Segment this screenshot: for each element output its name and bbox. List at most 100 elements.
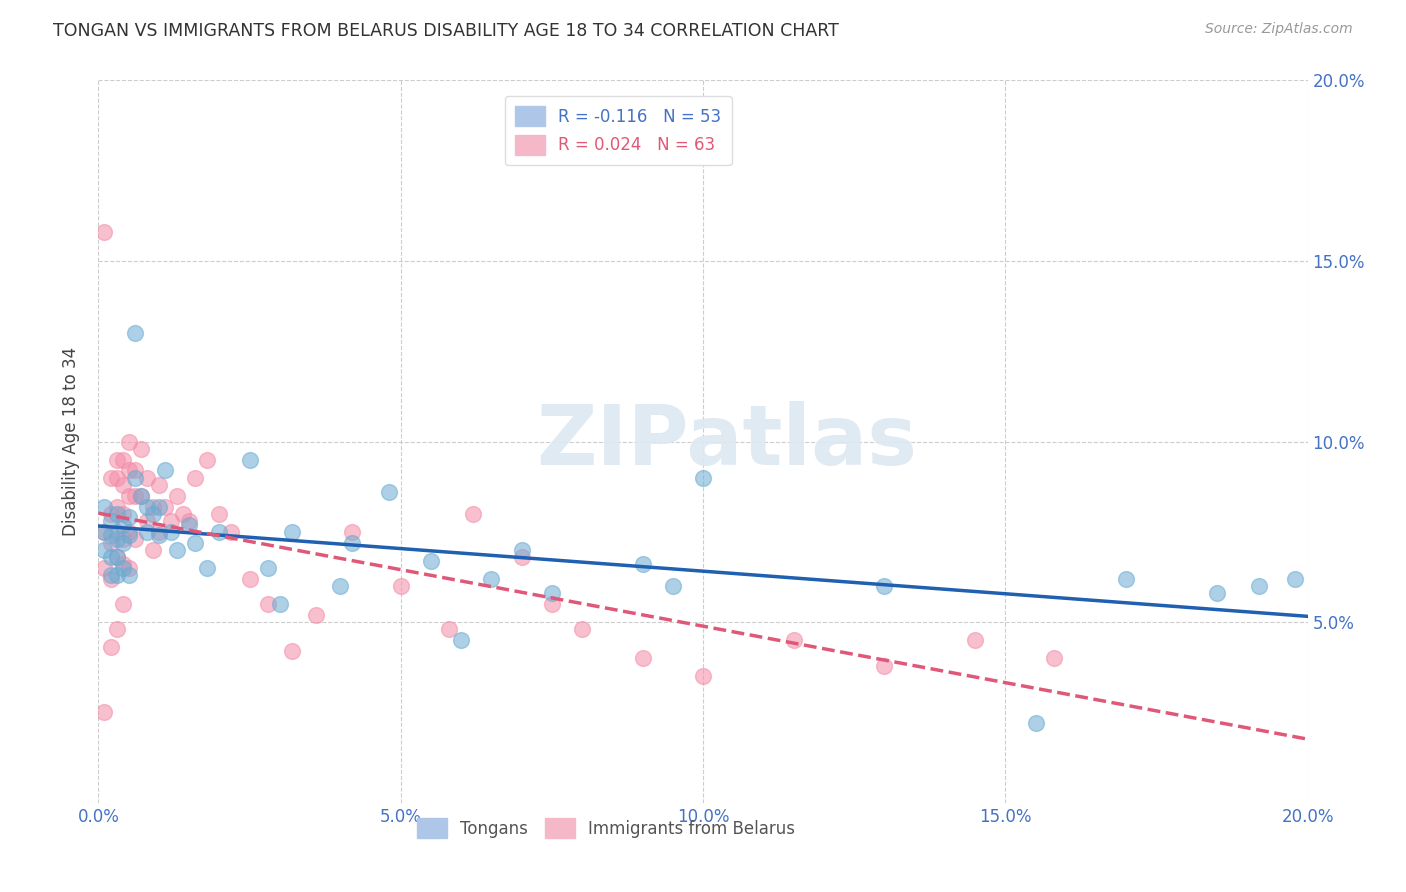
- Point: [208, 507, 231, 521]
- Point: [450, 633, 472, 648]
- Point: [1115, 572, 1137, 586]
- Point: [124, 489, 146, 503]
- Point: [256, 597, 278, 611]
- Point: [148, 500, 170, 514]
- Point: [105, 550, 128, 565]
- Point: [389, 579, 412, 593]
- Point: [124, 471, 146, 485]
- Point: [195, 561, 218, 575]
- Point: [420, 554, 443, 568]
- Point: [195, 452, 218, 467]
- Point: [1042, 651, 1064, 665]
- Point: [160, 524, 183, 539]
- Text: TONGAN VS IMMIGRANTS FROM BELARUS DISABILITY AGE 18 TO 34 CORRELATION CHART: TONGAN VS IMMIGRANTS FROM BELARUS DISABI…: [53, 22, 839, 40]
- Point: [118, 524, 141, 539]
- Point: [100, 572, 122, 586]
- Point: [135, 514, 157, 528]
- Point: [692, 471, 714, 485]
- Point: [342, 535, 364, 549]
- Point: [105, 524, 128, 539]
- Point: [148, 524, 170, 539]
- Point: [873, 579, 896, 593]
- Point: [105, 452, 128, 467]
- Point: [111, 535, 134, 549]
- Point: [142, 507, 165, 521]
- Point: [100, 471, 122, 485]
- Point: [153, 463, 176, 477]
- Point: [93, 225, 115, 239]
- Point: [105, 500, 128, 514]
- Point: [93, 500, 115, 514]
- Point: [540, 586, 562, 600]
- Point: [281, 524, 304, 539]
- Point: [239, 452, 262, 467]
- Point: [100, 640, 122, 655]
- Point: [148, 478, 170, 492]
- Point: [540, 597, 562, 611]
- Point: [281, 644, 304, 658]
- Point: [571, 623, 593, 637]
- Point: [129, 489, 152, 503]
- Point: [105, 550, 128, 565]
- Text: ZIPatlas: ZIPatlas: [537, 401, 918, 482]
- Point: [105, 568, 128, 582]
- Point: [93, 706, 115, 720]
- Point: [463, 507, 485, 521]
- Point: [661, 579, 683, 593]
- Point: [1284, 572, 1306, 586]
- Point: [118, 434, 141, 449]
- Point: [305, 607, 328, 622]
- Point: [93, 561, 115, 575]
- Point: [377, 485, 399, 500]
- Point: [783, 633, 806, 648]
- Point: [1024, 716, 1046, 731]
- Point: [179, 514, 201, 528]
- Point: [631, 651, 654, 665]
- Point: [100, 568, 122, 582]
- Point: [208, 524, 231, 539]
- Point: [1249, 579, 1271, 593]
- Y-axis label: Disability Age 18 to 34: Disability Age 18 to 34: [62, 347, 80, 536]
- Point: [124, 463, 146, 477]
- Point: [105, 507, 128, 521]
- Point: [124, 326, 146, 340]
- Point: [118, 463, 141, 477]
- Point: [118, 489, 141, 503]
- Point: [692, 669, 714, 683]
- Point: [239, 572, 262, 586]
- Point: [510, 542, 533, 557]
- Point: [184, 535, 207, 549]
- Point: [111, 507, 134, 521]
- Point: [135, 524, 157, 539]
- Text: Source: ZipAtlas.com: Source: ZipAtlas.com: [1205, 22, 1353, 37]
- Point: [105, 623, 128, 637]
- Point: [1206, 586, 1229, 600]
- Point: [329, 579, 352, 593]
- Point: [184, 471, 207, 485]
- Point: [269, 597, 291, 611]
- Point: [105, 471, 128, 485]
- Point: [256, 561, 278, 575]
- Point: [118, 561, 141, 575]
- Point: [221, 524, 243, 539]
- Point: [148, 528, 170, 542]
- Point: [124, 532, 146, 546]
- Point: [93, 524, 115, 539]
- Point: [166, 542, 188, 557]
- Point: [160, 514, 183, 528]
- Point: [118, 528, 141, 542]
- Point: [179, 517, 201, 532]
- Point: [135, 471, 157, 485]
- Point: [111, 478, 134, 492]
- Point: [118, 510, 141, 524]
- Point: [111, 561, 134, 575]
- Point: [93, 524, 115, 539]
- Point: [129, 489, 152, 503]
- Point: [111, 532, 134, 546]
- Point: [100, 507, 122, 521]
- Point: [100, 528, 122, 542]
- Legend: Tongans, Immigrants from Belarus: Tongans, Immigrants from Belarus: [411, 812, 801, 845]
- Point: [105, 532, 128, 546]
- Point: [118, 568, 141, 582]
- Point: [135, 500, 157, 514]
